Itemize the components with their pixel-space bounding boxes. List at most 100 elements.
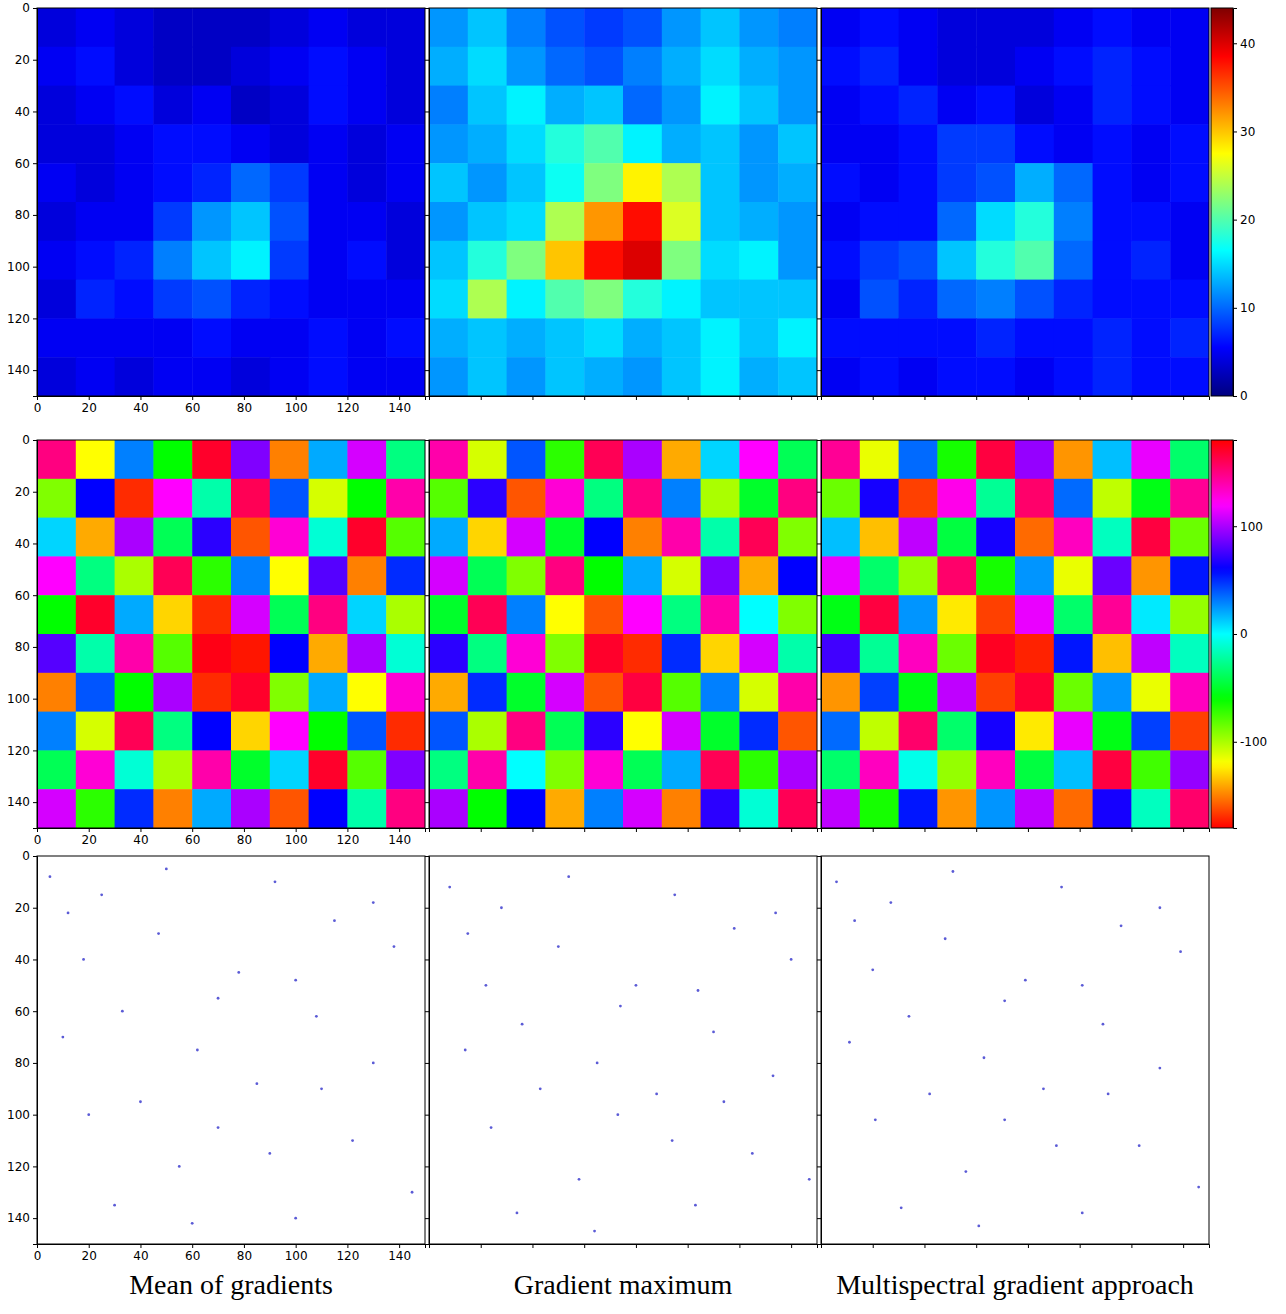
tick	[425, 647, 429, 648]
heatmap-cell	[1015, 163, 1054, 202]
tick-mark	[1183, 1244, 1184, 1248]
heatmap-cell	[584, 556, 623, 595]
heatmap-cell	[545, 241, 584, 280]
tick-mark	[636, 396, 637, 400]
heatmap-cell	[76, 357, 115, 396]
heatmap-cell	[1015, 712, 1054, 751]
tick: 30	[1233, 125, 1255, 139]
heatmap-cell	[309, 634, 348, 673]
heatmap-cell	[1170, 124, 1209, 163]
heatmap-cell	[115, 750, 154, 789]
heatmap-cell	[1093, 47, 1132, 86]
heatmap-cell	[1093, 163, 1132, 202]
tick-mark	[791, 396, 792, 400]
heatmap-cell	[309, 86, 348, 125]
x-axis: 020406080100120140	[34, 828, 426, 847]
tick	[1131, 828, 1132, 832]
scatter-point	[1081, 1212, 1084, 1215]
tick: 10	[1233, 301, 1255, 315]
heatmap-cell	[37, 8, 76, 47]
heatmap-cell	[507, 318, 546, 357]
heatmap-cell	[76, 789, 115, 828]
tick: 80	[237, 828, 252, 847]
heatmap-cell	[231, 86, 270, 125]
tick: 140	[7, 1211, 37, 1225]
heatmap-cell	[1170, 556, 1209, 595]
heatmap-cell	[309, 357, 348, 396]
tick-mark	[817, 908, 821, 909]
tick	[817, 163, 821, 164]
scatter-point	[157, 932, 160, 935]
heatmap-cell	[192, 86, 231, 125]
y-axis	[817, 441, 822, 829]
heatmap-cell	[976, 47, 1015, 86]
heatmap-cell	[584, 241, 623, 280]
tick: 120	[7, 744, 37, 758]
heatmap-cell	[1093, 86, 1132, 125]
tick	[739, 396, 740, 400]
heatmap-cell	[860, 318, 899, 357]
tick-label: 140	[7, 795, 30, 809]
heatmap-cell	[429, 8, 468, 47]
tick	[584, 828, 585, 832]
tick-mark	[739, 396, 740, 400]
heatmap-cell	[231, 47, 270, 86]
tick-label: 20	[15, 485, 30, 499]
heatmap-cell	[507, 518, 546, 557]
tick-mark	[425, 370, 429, 371]
heatmap-cell	[701, 241, 740, 280]
plot-frame	[821, 856, 1209, 1244]
axis-line	[430, 397, 818, 401]
scatter-point	[908, 1015, 911, 1018]
heatmap-cell	[937, 8, 976, 47]
heatmap-cell	[347, 789, 386, 828]
heatmap-cell	[545, 86, 584, 125]
tick	[817, 111, 821, 112]
heatmap-cell	[1015, 241, 1054, 280]
heatmap-cell	[976, 318, 1015, 357]
heatmap-cell	[976, 479, 1015, 518]
tick: 40	[1233, 37, 1255, 51]
scatter-point	[1120, 924, 1123, 927]
heatmap-cell	[584, 124, 623, 163]
heatmap-cell	[821, 518, 860, 557]
scatter-point	[490, 1126, 493, 1129]
heatmap-cell	[821, 440, 860, 479]
scatter-point	[268, 1152, 271, 1155]
scatter-point	[372, 901, 375, 904]
tick-label: 60	[185, 401, 200, 415]
heatmap-cell	[739, 673, 778, 712]
heatmap-cell	[821, 202, 860, 241]
scatter-point	[635, 984, 638, 987]
tick	[1183, 396, 1184, 400]
heatmap-cell	[1054, 595, 1093, 634]
tick-mark	[425, 163, 429, 164]
heatmap-cell	[701, 518, 740, 557]
axis-line	[822, 397, 1210, 401]
heatmap-cell	[623, 479, 662, 518]
scatter-point	[393, 945, 396, 948]
tick: 20	[1233, 213, 1255, 227]
heatmap-cell	[386, 634, 425, 673]
heatmap-cell	[899, 163, 938, 202]
heatmap-cell	[153, 673, 192, 712]
tick-mark	[33, 856, 37, 857]
plot-area	[429, 8, 817, 396]
tick-mark	[1233, 526, 1237, 527]
heatmap-cell	[507, 750, 546, 789]
heatmap-cell	[860, 86, 899, 125]
tick	[739, 828, 740, 832]
heatmap-cell	[584, 440, 623, 479]
heatmap-cell	[309, 789, 348, 828]
heatmap-cell	[545, 750, 584, 789]
heatmap-cell	[937, 634, 976, 673]
scatter-point	[1003, 1118, 1006, 1121]
heatmap-cell	[386, 202, 425, 241]
heatmap-cell	[37, 280, 76, 319]
heatmap-cell	[623, 712, 662, 751]
heatmap-cell	[821, 595, 860, 634]
heatmap-cell	[115, 357, 154, 396]
tick-mark	[1233, 396, 1237, 397]
heatmap-cell	[545, 789, 584, 828]
heatmap-cell	[192, 440, 231, 479]
